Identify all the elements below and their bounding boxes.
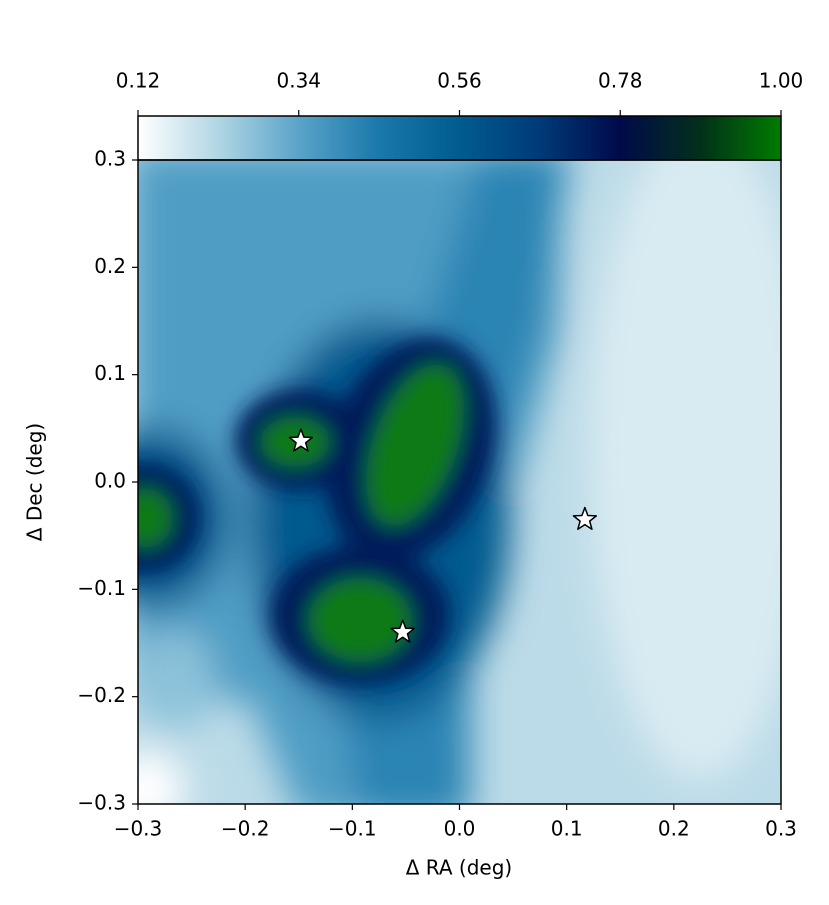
x-tick-label: 0.3 xyxy=(765,817,797,841)
y-tick-label: 0.2 xyxy=(94,254,126,278)
y-tick-label: −0.1 xyxy=(77,576,126,600)
y-tick-label: 0.1 xyxy=(94,361,126,385)
x-tick-label: 0.0 xyxy=(444,817,476,841)
star-marker xyxy=(572,506,598,531)
y-tick-label: 0.0 xyxy=(94,469,126,493)
x-tick-label: 0.2 xyxy=(658,817,690,841)
colorbar-tick-label: 0.56 xyxy=(437,69,482,93)
star-marker xyxy=(288,428,314,452)
x-axis-label: Δ RA (deg) xyxy=(406,856,512,880)
x-tick-label: −0.3 xyxy=(114,817,163,841)
y-tick-label: −0.2 xyxy=(77,683,126,707)
x-tick-label: −0.2 xyxy=(221,817,270,841)
colorbar-tick-label: 1.00 xyxy=(759,69,804,93)
colorbar-tick-label: 0.78 xyxy=(598,69,643,93)
y-tick-label: −0.3 xyxy=(77,791,126,815)
density-field xyxy=(138,160,781,804)
x-tick-label: −0.1 xyxy=(328,817,377,841)
x-tick-label: 0.1 xyxy=(551,817,583,841)
colorbar-tick-label: 0.34 xyxy=(276,69,321,93)
y-axis-label: Δ Dec (deg) xyxy=(23,423,47,541)
colorbar xyxy=(137,115,782,161)
colorbar-tick-label: 0.12 xyxy=(116,69,161,93)
y-tick-label: 0.3 xyxy=(94,147,126,171)
star-marker xyxy=(390,619,415,643)
